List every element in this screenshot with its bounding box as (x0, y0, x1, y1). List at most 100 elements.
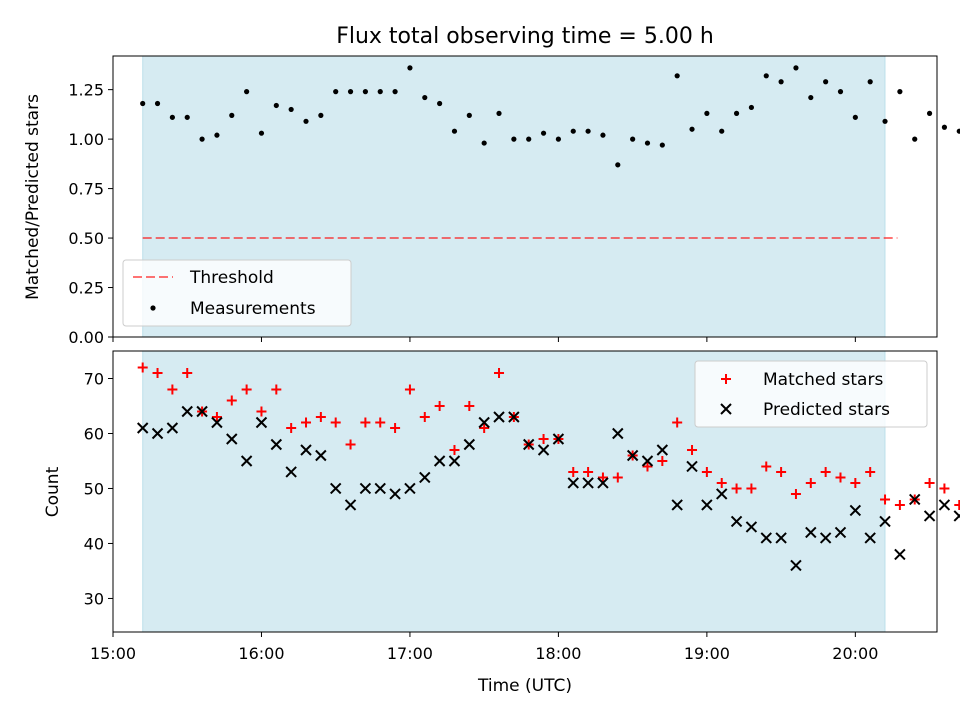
predicted-star-marker (745, 521, 758, 533)
measurement-point (303, 118, 309, 124)
measurement-point (362, 89, 368, 95)
top-y-tick-label: 0.50 (68, 229, 104, 248)
predicted-star-marker (730, 515, 743, 528)
top-legend: Threshold Measurements (122, 259, 352, 327)
top-y-tick-label: 1.25 (68, 81, 104, 100)
bottom-y-axis-label: Count (43, 466, 63, 517)
measurement-point (437, 100, 443, 107)
predicted-star-marker (879, 515, 891, 528)
top-y-tick-label: 0.00 (68, 328, 104, 347)
measurement-point (956, 128, 960, 134)
measurement-point (169, 114, 175, 120)
measurement-point (600, 132, 606, 138)
matched-star-marker (449, 444, 460, 455)
measurement-point (763, 73, 769, 79)
top-panel: 0.00 0.25 0.50 0.75 1.00 1.25 Threshold Measure… (68, 55, 960, 347)
measurement-point (140, 100, 146, 107)
legend-measurements-label: Measurements (190, 299, 316, 319)
predicted-star-marker (523, 438, 535, 451)
predicted-star-marker (760, 532, 772, 544)
legend-threshold-label: Threshold (189, 268, 274, 288)
predicted-star-marker (329, 482, 342, 495)
matched-star-marker (776, 466, 787, 477)
matched-star-marker (271, 384, 282, 395)
predicted-star-marker (923, 510, 936, 522)
measurement-point (466, 112, 472, 118)
measurement-point (837, 89, 844, 95)
measurement-point (941, 124, 948, 130)
measurement-point (585, 128, 591, 134)
predicted-star-marker (255, 416, 268, 429)
matched-star-marker (672, 417, 683, 428)
predicted-star-marker (641, 455, 654, 467)
bottom-y-tick-label: 30 (84, 589, 104, 608)
matched-star-marker (850, 477, 861, 488)
matched-star-marker (315, 411, 326, 422)
measurement-point (540, 130, 547, 136)
predicted-star-marker (626, 449, 639, 462)
matched-star-marker (330, 417, 341, 428)
top-legend-box (122, 259, 352, 327)
predicted-star-marker (196, 405, 208, 418)
measurement-point (748, 104, 755, 111)
predicted-star-marker (300, 444, 312, 456)
predicted-star-marker (834, 526, 847, 539)
predicted-star-marker (419, 471, 431, 484)
measurement-point (926, 110, 933, 116)
measurement-point (526, 136, 532, 142)
matched-star-marker (597, 472, 608, 483)
measurement-point (451, 128, 458, 134)
matched-star-marker (568, 466, 579, 477)
matched-star-marker (865, 466, 876, 477)
matched-star-marker (360, 417, 371, 428)
matched-star-marker (687, 444, 698, 455)
matched-star-marker (137, 362, 148, 373)
measurement-point (244, 89, 250, 95)
matched-star-marker (464, 400, 475, 411)
bottom-plot-frame (112, 350, 938, 633)
predicted-star-marker (404, 482, 416, 495)
bottom-legend: Matched stars Predicted stars (694, 360, 928, 428)
measurement-point (273, 102, 279, 109)
top-y-tick-label: 1.00 (68, 130, 104, 149)
predicted-star-marker (716, 488, 728, 500)
predicted-star-marker (285, 466, 297, 478)
matched-star-marker (894, 499, 905, 510)
matched-star-marker (805, 477, 816, 488)
matched-star-marker (820, 466, 831, 477)
predicted-star-marker (612, 427, 624, 440)
matched-star-marker (835, 472, 846, 483)
matched-star-marker (182, 367, 193, 378)
matched-star-marker (583, 466, 594, 477)
predicted-star-marker (686, 460, 698, 473)
matched-star-marker (375, 417, 386, 428)
measurement-point (867, 79, 873, 85)
top-plot-frame (112, 55, 938, 338)
measurement-point (778, 79, 784, 85)
matched-star-marker (701, 466, 712, 477)
matched-star-marker (494, 367, 505, 378)
matched-star-marker (345, 439, 356, 450)
predicted-star-marker (374, 482, 386, 495)
predicted-star-marker (597, 477, 609, 489)
predicted-star-marker (775, 532, 787, 544)
matched-star-marker (939, 483, 950, 494)
matched-star-marker (612, 472, 623, 483)
predicted-star-marker (463, 438, 476, 451)
matched-star-marker (152, 367, 163, 378)
measurement-point (511, 136, 517, 142)
measurement-point (823, 79, 829, 85)
measurement-point (852, 114, 858, 120)
measurement-point (229, 112, 235, 118)
bottom-panel: 30 40 50 60 70 15:00 16:00 17:00 18:00 19:00 20:00… (84, 350, 960, 663)
predicted-star-marker (151, 427, 164, 440)
predicted-star-marker (359, 482, 372, 495)
matched-star-marker (286, 422, 297, 433)
x-axis-label: Time (UTC) (477, 676, 572, 696)
predicted-star-marker (344, 499, 357, 511)
predicted-star-marker (909, 493, 921, 506)
matched-star-marker (761, 461, 772, 472)
x-tick-label: 17:00 (387, 644, 433, 663)
matched-star-marker (954, 499, 960, 510)
predicted-star-marker (805, 526, 817, 539)
